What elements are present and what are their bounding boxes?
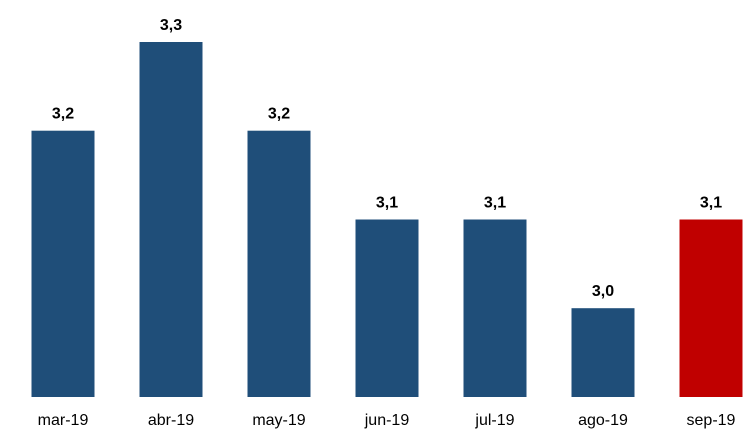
bar-abr-19 xyxy=(139,42,203,397)
data-label-mar-19: 3,2 xyxy=(52,106,74,123)
bar-jun-19 xyxy=(355,219,419,397)
x-axis-tick-labels: mar-19 abr-19 may-19 jun-19 jul-19 ago-19 sep-… xyxy=(38,412,736,429)
data-label-jun-19: 3,1 xyxy=(376,195,398,212)
bar-ago-19 xyxy=(571,308,635,397)
data-label-sep-19: 3,1 xyxy=(700,195,722,212)
data-label-may-19: 3,2 xyxy=(268,106,290,123)
x-tick-label-may-19: may-19 xyxy=(252,412,305,429)
bar-jul-19 xyxy=(463,219,527,397)
data-label-jul-19: 3,1 xyxy=(484,195,506,212)
x-tick-label-abr-19: abr-19 xyxy=(148,412,194,429)
bar-may-19 xyxy=(247,130,311,397)
x-tick-label-mar-19: mar-19 xyxy=(38,412,89,429)
bar-sep-19 xyxy=(679,219,743,397)
data-label-abr-19: 3,3 xyxy=(160,17,182,34)
bar-mar-19 xyxy=(31,130,95,397)
value-labels-layer: 3,2 3,3 3,2 3,1 3,1 3,0 3,1 xyxy=(52,17,722,300)
bars-layer xyxy=(31,42,743,397)
x-tick-label-jul-19: jul-19 xyxy=(474,412,514,429)
x-tick-label-ago-19: ago-19 xyxy=(578,412,628,429)
data-label-ago-19: 3,0 xyxy=(592,283,614,300)
x-tick-label-jun-19: jun-19 xyxy=(364,412,410,429)
x-tick-label-sep-19: sep-19 xyxy=(687,412,736,429)
